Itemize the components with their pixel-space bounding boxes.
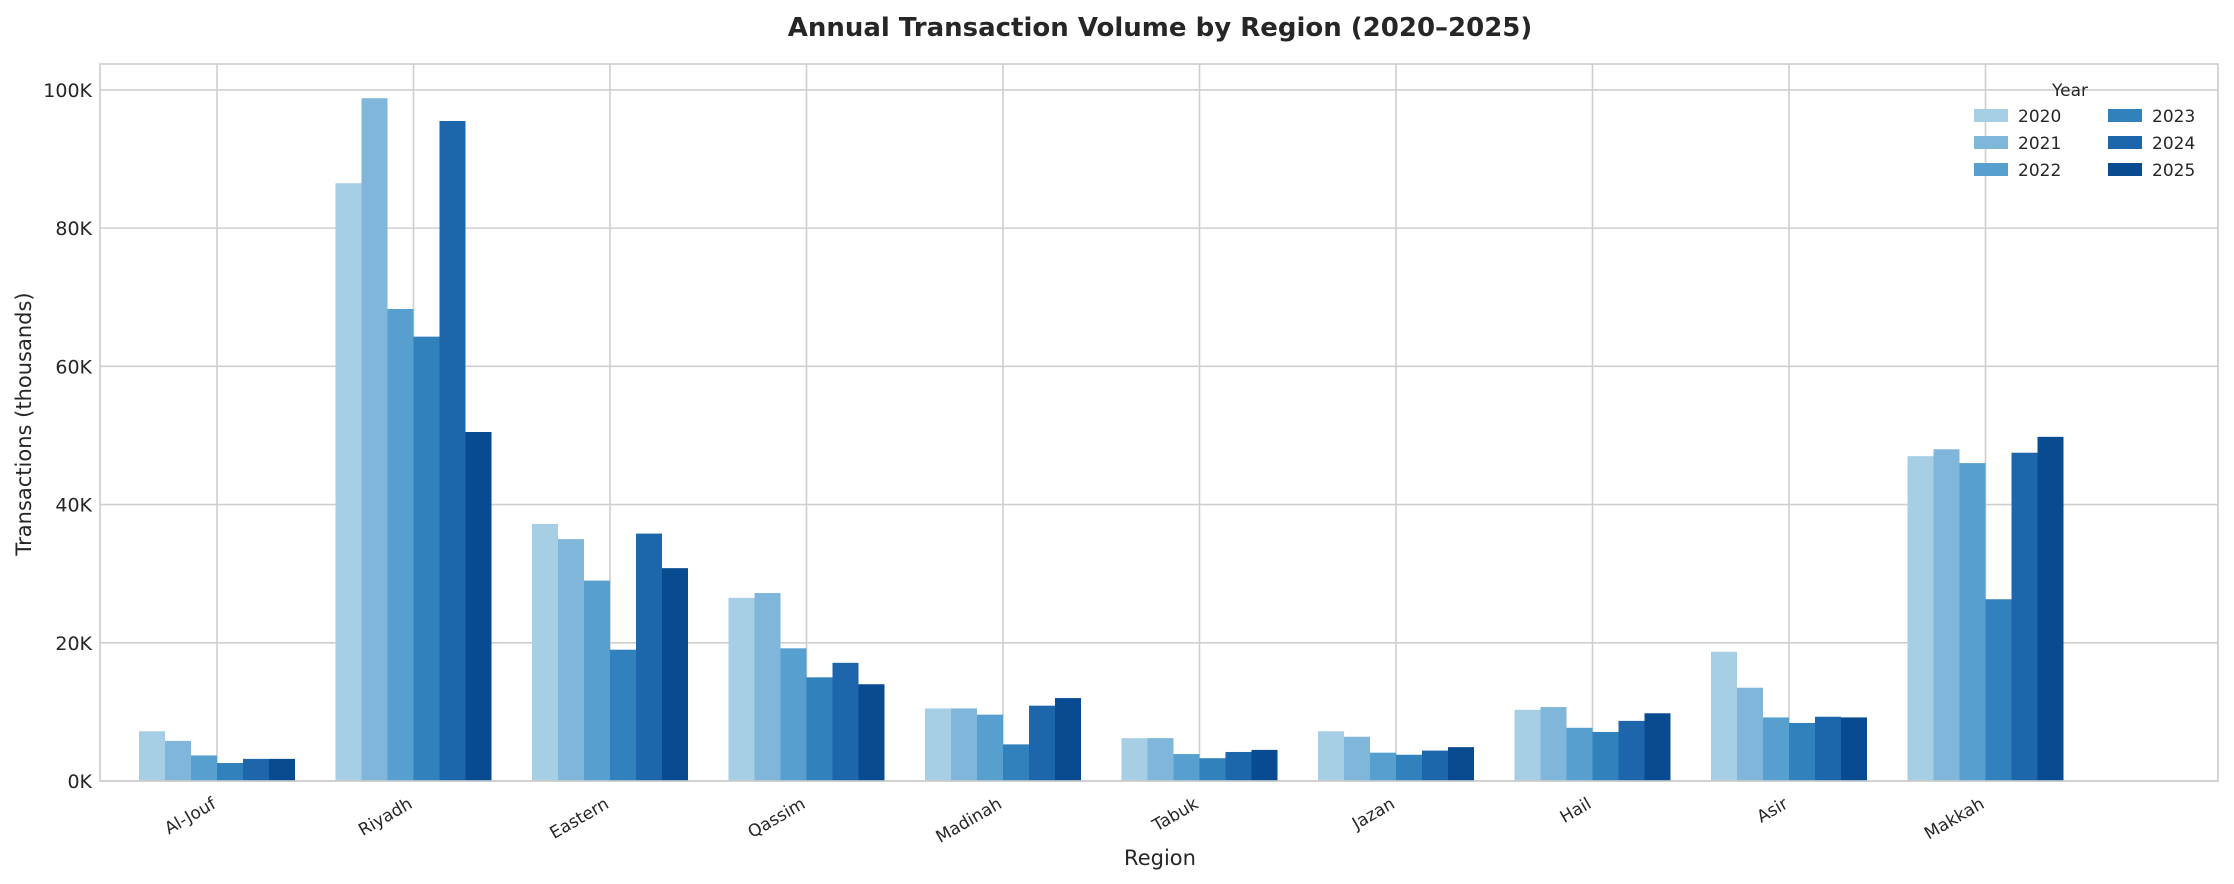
bar-2025-madinah — [1055, 698, 1081, 781]
bar-2023-makkah — [1985, 599, 2012, 781]
x-tick-label: Qassim — [745, 794, 809, 843]
x-tick-label: Al-Jouf — [161, 794, 220, 840]
x-tick-label: Eastern — [547, 794, 613, 844]
legend-swatch-2024 — [2108, 136, 2142, 149]
legend-label-2022: 2022 — [2018, 161, 2061, 181]
bar-2022-riyadh — [387, 308, 414, 781]
chart-title: Annual Transaction Volume by Region (202… — [788, 13, 1533, 43]
bar-2022-makkah — [1959, 463, 1986, 781]
bar-2020-asir — [1711, 651, 1737, 781]
bar-2020-eastern — [532, 523, 558, 781]
y-axis-label: Transactions (thousands) — [12, 292, 36, 556]
bar-2025-riyadh — [465, 432, 492, 781]
bar-2022-tabuk — [1173, 754, 1200, 781]
bar-2025-makkah — [2037, 436, 2064, 781]
x-tick-label: Hail — [1557, 794, 1595, 828]
bar-2024-qassim — [832, 662, 859, 781]
bar-2023-qassim — [806, 677, 833, 781]
x-axis-label: Region — [1124, 846, 1196, 870]
plot-frame — [99, 63, 2219, 782]
bar-2023-asir — [1789, 722, 1815, 781]
bar-2020-madinah — [925, 708, 951, 781]
legend-swatch-2021 — [1974, 136, 2008, 149]
bar-2024-madinah — [1029, 705, 1055, 781]
bar-2021-riyadh — [361, 98, 388, 781]
bar-2022-al-jouf — [191, 755, 217, 781]
bar-2021-al-jouf — [165, 740, 191, 781]
legend-label-2024: 2024 — [2152, 134, 2195, 154]
bar-2024-tabuk — [1225, 751, 1252, 781]
bar-2020-jazan — [1318, 731, 1344, 781]
bar-2023-madinah — [1003, 744, 1029, 781]
bar-2023-jazan — [1396, 754, 1422, 781]
bar-2025-hail — [1644, 713, 1671, 781]
bar-2023-tabuk — [1199, 758, 1226, 781]
bar-2022-jazan — [1370, 752, 1396, 781]
bar-2022-qassim — [780, 648, 807, 781]
legend-label-2023: 2023 — [2152, 107, 2195, 127]
bar-2025-jazan — [1448, 747, 1474, 781]
legend-swatch-2022 — [1974, 163, 2008, 176]
y-tick-label: 80K — [55, 218, 92, 240]
x-tick-label: Madinah — [933, 794, 1006, 848]
y-tick-label: 0K — [67, 771, 92, 793]
bar-2024-hail — [1618, 720, 1645, 781]
y-ticks: 0K 20K 40K 60K 80K 100K — [43, 80, 92, 793]
bar-2020-al-jouf — [139, 731, 165, 781]
y-tick-label: 40K — [55, 495, 92, 517]
bar-2022-madinah — [977, 714, 1003, 781]
bar-2021-madinah — [951, 708, 977, 781]
bar-2023-eastern — [610, 649, 636, 781]
bar-2021-hail — [1540, 707, 1567, 781]
bar-2020-qassim — [728, 597, 755, 781]
bar-2020-makkah — [1907, 456, 1934, 781]
bar-2020-riyadh — [335, 183, 362, 782]
legend: Year 2020 2021 2022 2023 2024 2025 — [1974, 81, 2195, 181]
legend-swatch-2025 — [2108, 163, 2142, 176]
bar-2024-asir — [1815, 716, 1841, 781]
x-tick-label: Makkah — [1921, 794, 1988, 844]
bar-2024-al-jouf — [243, 758, 269, 781]
legend-label-2021: 2021 — [2018, 134, 2061, 154]
y-tick-label: 20K — [55, 633, 92, 655]
bar-2020-hail — [1514, 709, 1541, 781]
bar-2025-qassim — [858, 684, 885, 781]
bar-2022-hail — [1566, 727, 1593, 781]
legend-label-2025: 2025 — [2152, 161, 2195, 181]
bar-2023-riyadh — [413, 336, 440, 781]
bar-2023-al-jouf — [217, 763, 243, 781]
legend-title: Year — [2051, 81, 2088, 101]
bar-2025-tabuk — [1251, 749, 1278, 781]
bar-2024-riyadh — [439, 121, 466, 781]
bar-2024-makkah — [2011, 452, 2038, 781]
bar-2022-asir — [1763, 717, 1789, 781]
y-tick-label: 60K — [55, 356, 92, 378]
bar-2024-jazan — [1422, 750, 1448, 781]
y-tick-label: 100K — [43, 80, 92, 102]
bar-2023-hail — [1592, 731, 1619, 781]
bar-2021-jazan — [1344, 736, 1370, 781]
x-tick-label: Riyadh — [355, 794, 416, 841]
bar-2022-eastern — [584, 580, 610, 781]
x-tick-label: Asir — [1754, 794, 1792, 827]
bar-2020-tabuk — [1121, 738, 1148, 781]
x-tick-label: Jazan — [1348, 794, 1398, 835]
bars — [139, 98, 2064, 782]
x-tick-label: Tabuk — [1148, 794, 1202, 837]
bar-2021-eastern — [558, 539, 584, 781]
x-ticks: Al-Jouf Riyadh Eastern Qassim Madinah Tabuk Ja… — [161, 794, 1988, 848]
bar-2025-al-jouf — [269, 758, 295, 781]
bar-2021-tabuk — [1147, 738, 1174, 781]
bar-2021-makkah — [1933, 449, 1960, 781]
bar-2025-asir — [1841, 717, 1867, 781]
legend-label-2020: 2020 — [2018, 107, 2061, 127]
legend-swatch-2023 — [2108, 109, 2142, 122]
bar-2024-eastern — [636, 533, 662, 781]
bar-2025-eastern — [662, 568, 688, 781]
bar-2021-asir — [1737, 687, 1763, 781]
legend-swatch-2020 — [1974, 109, 2008, 122]
bar-2021-qassim — [754, 593, 781, 781]
